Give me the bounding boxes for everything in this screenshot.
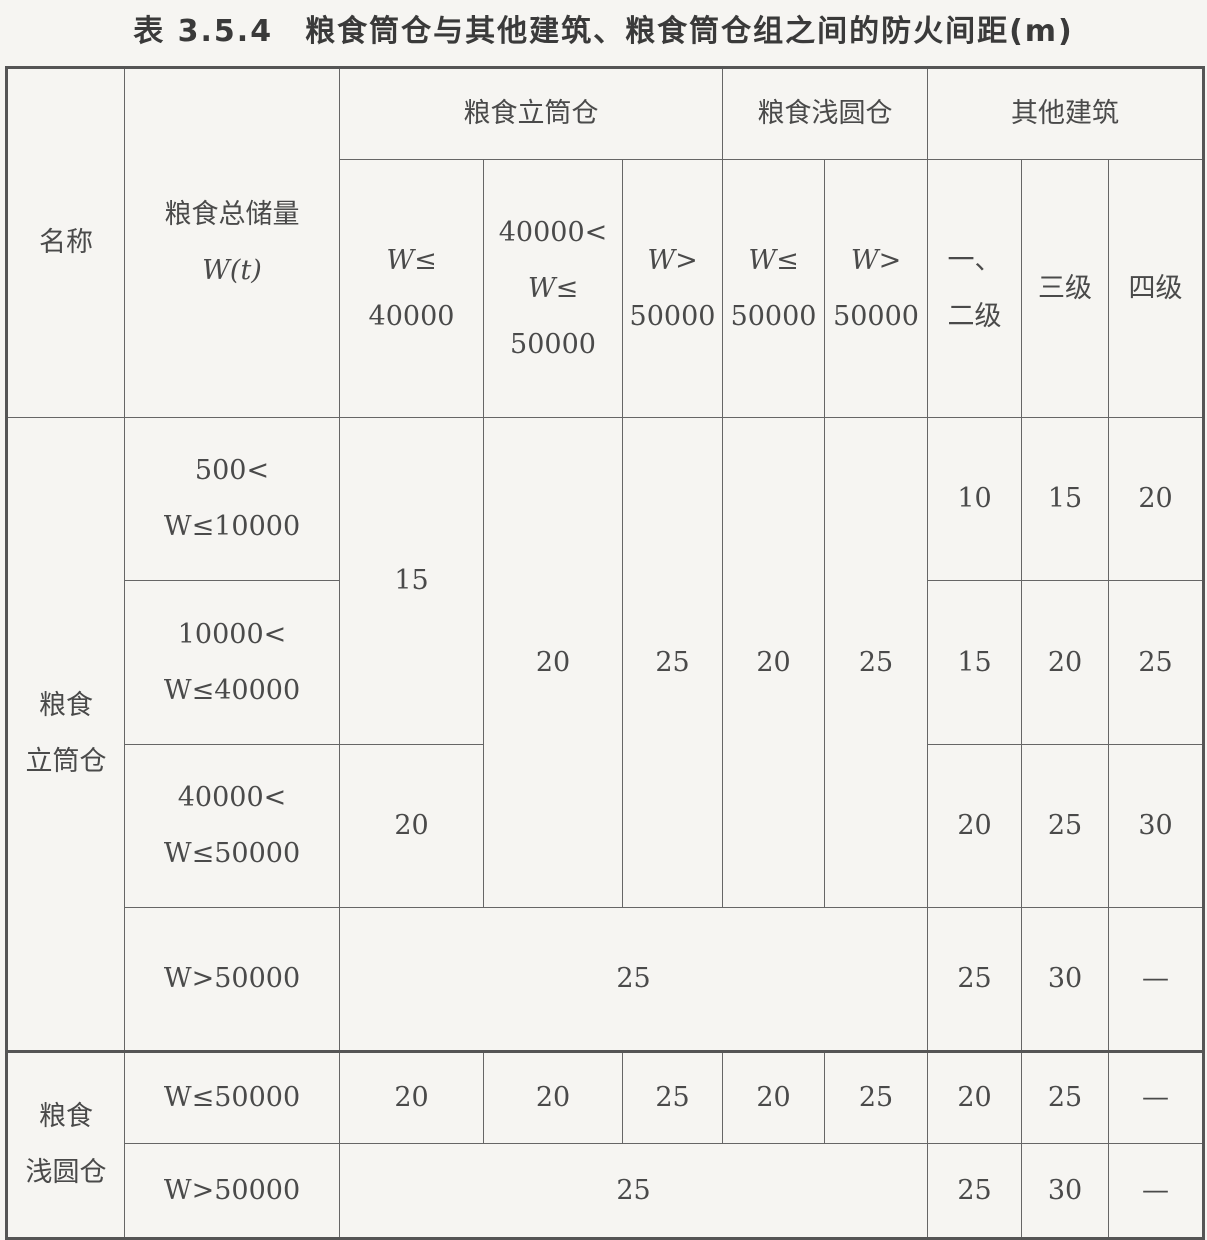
header-group-vertical-silo: 粮食立筒仓: [338, 67, 724, 160]
value-cell: 25: [621, 1050, 724, 1144]
value-cell: 25: [1021, 744, 1110, 908]
value-cell: 20: [722, 1050, 826, 1144]
section-name: 粮食 立筒仓: [6, 417, 125, 1052]
subheader: 一、 二级: [927, 159, 1023, 418]
storage-cell: 500< W≤10000: [124, 417, 340, 581]
table-title: 表 3.5.4 粮食筒仓与其他建筑、粮食筒仓组之间的防火间距(m): [133, 14, 1074, 49]
value-cell: 20: [339, 744, 484, 908]
header-group-other-buildings: 其他建筑: [927, 67, 1205, 160]
value-cell: 20: [1108, 417, 1205, 581]
value-cell: 25: [621, 417, 724, 908]
value-cell: 20: [927, 744, 1023, 908]
storage-cell: W>50000: [124, 1143, 340, 1239]
value-cell: 25: [1021, 1050, 1110, 1144]
value-cell: 30: [1108, 744, 1205, 908]
header-storage: 粮食总储量 W(t): [124, 67, 340, 418]
value-cell: 25: [1108, 580, 1205, 745]
value-cell: 30: [1021, 1143, 1110, 1239]
subheader: 三级: [1021, 159, 1110, 418]
value-cell: 25: [338, 907, 929, 1052]
section-name: 粮食 浅圆仓: [6, 1050, 125, 1239]
value-cell: —: [1108, 1143, 1205, 1239]
fire-separation-table: 名称 粮食总储量 W(t) 粮食立筒仓 粮食浅圆仓 其他建筑 W≤ 40000 40…: [5, 66, 1206, 1240]
subheader: 40000< W≤ 50000: [483, 159, 623, 418]
value-cell: 25: [927, 1143, 1023, 1239]
value-cell: 20: [1021, 580, 1110, 745]
value-cell: 15: [927, 580, 1023, 745]
subheader: 四级: [1108, 159, 1205, 418]
value-cell: 25: [927, 907, 1023, 1052]
subheader: W> 50000: [621, 159, 724, 418]
value-cell: 20: [927, 1050, 1023, 1144]
storage-cell: W>50000: [124, 907, 340, 1052]
value-cell: 10: [927, 417, 1023, 581]
value-cell: 15: [1021, 417, 1110, 581]
subheader: W> 50000: [824, 159, 929, 418]
value-cell: 25: [824, 417, 929, 908]
subheader: W≤ 40000: [339, 159, 484, 418]
value-cell: —: [1108, 907, 1205, 1052]
header-group-shallow-silo: 粮食浅圆仓: [722, 67, 929, 160]
value-cell: 20: [339, 1050, 484, 1144]
header-name: 名称: [6, 67, 125, 418]
value-cell: 20: [483, 1050, 623, 1144]
storage-cell: W≤50000: [124, 1050, 340, 1144]
value-cell: 20: [483, 417, 623, 908]
value-cell: —: [1108, 1050, 1205, 1144]
value-cell: 25: [824, 1050, 929, 1144]
value-cell: 15: [339, 417, 484, 745]
value-cell: 30: [1021, 907, 1110, 1052]
value-cell: 25: [338, 1143, 929, 1239]
subheader: W≤ 50000: [722, 159, 826, 418]
value-cell: 20: [722, 417, 826, 908]
storage-cell: 40000< W≤50000: [124, 744, 340, 908]
storage-cell: 10000< W≤40000: [124, 580, 340, 745]
